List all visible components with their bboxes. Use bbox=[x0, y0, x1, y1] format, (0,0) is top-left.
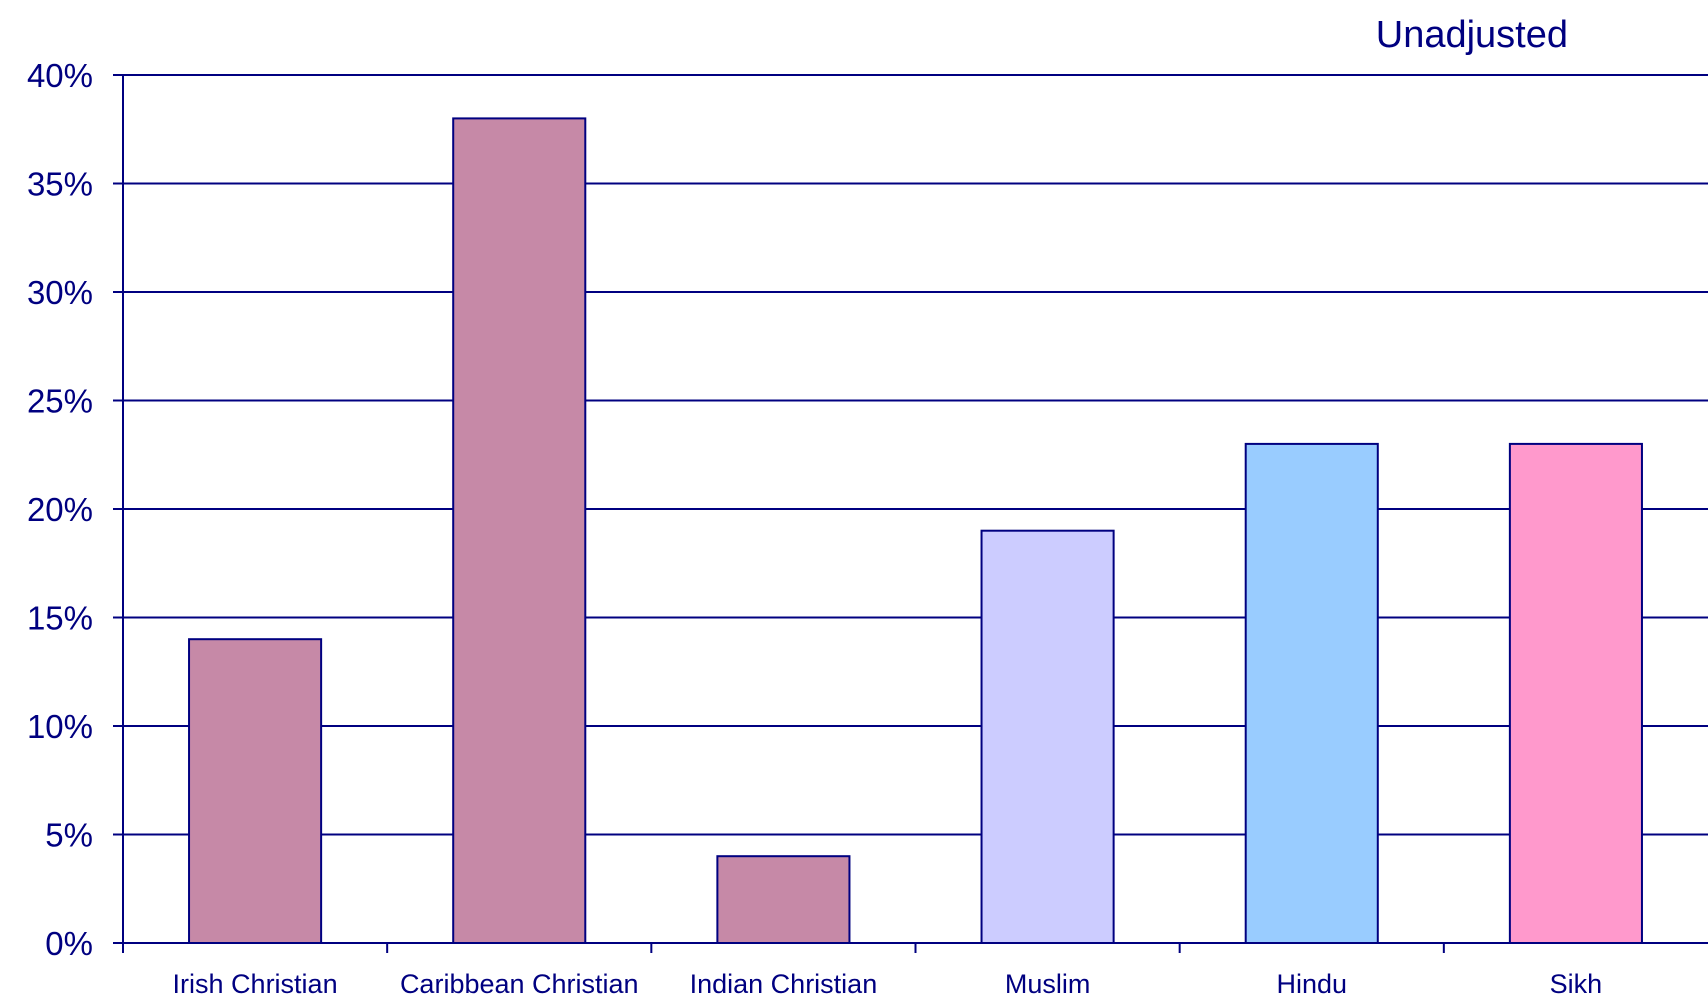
y-tick-label: 30% bbox=[27, 274, 93, 311]
y-tick-label: 15% bbox=[27, 600, 93, 637]
bar-indian-christian bbox=[716, 855, 851, 945]
x-tick-label: Caribbean Christian bbox=[400, 969, 639, 996]
x-tick-label: Irish Christian bbox=[173, 969, 338, 996]
y-tick-label: 0% bbox=[45, 925, 93, 962]
bar-hindu bbox=[1244, 442, 1379, 944]
bar-sikh bbox=[1508, 442, 1643, 944]
bar-muslim bbox=[980, 529, 1115, 944]
x-tick-label: Hindu bbox=[1276, 969, 1347, 996]
y-tick-label: 25% bbox=[27, 383, 93, 420]
y-tick-label: 40% bbox=[27, 57, 93, 94]
grid-layer bbox=[123, 74, 1708, 836]
bar-caribbean-christian bbox=[452, 117, 587, 944]
x-tick-label: Indian Christian bbox=[690, 969, 878, 996]
chart-title: Unadjusted bbox=[1375, 14, 1568, 56]
bar-layer bbox=[188, 117, 1643, 945]
y-tick-label: 35% bbox=[27, 166, 93, 203]
axis-layer bbox=[113, 74, 1708, 953]
y-tick-label: 5% bbox=[45, 817, 93, 854]
x-tick-label: Sikh bbox=[1550, 969, 1603, 996]
y-tick-label: 20% bbox=[27, 491, 93, 528]
bar-irish-christian bbox=[188, 638, 323, 944]
label-layer: 0% 5% 10% 15% 20% 25% 30% 35% 40% Irish Christian… bbox=[27, 57, 1603, 999]
x-tick-label: Muslim bbox=[1005, 969, 1091, 996]
y-tick-label: 10% bbox=[27, 708, 93, 745]
